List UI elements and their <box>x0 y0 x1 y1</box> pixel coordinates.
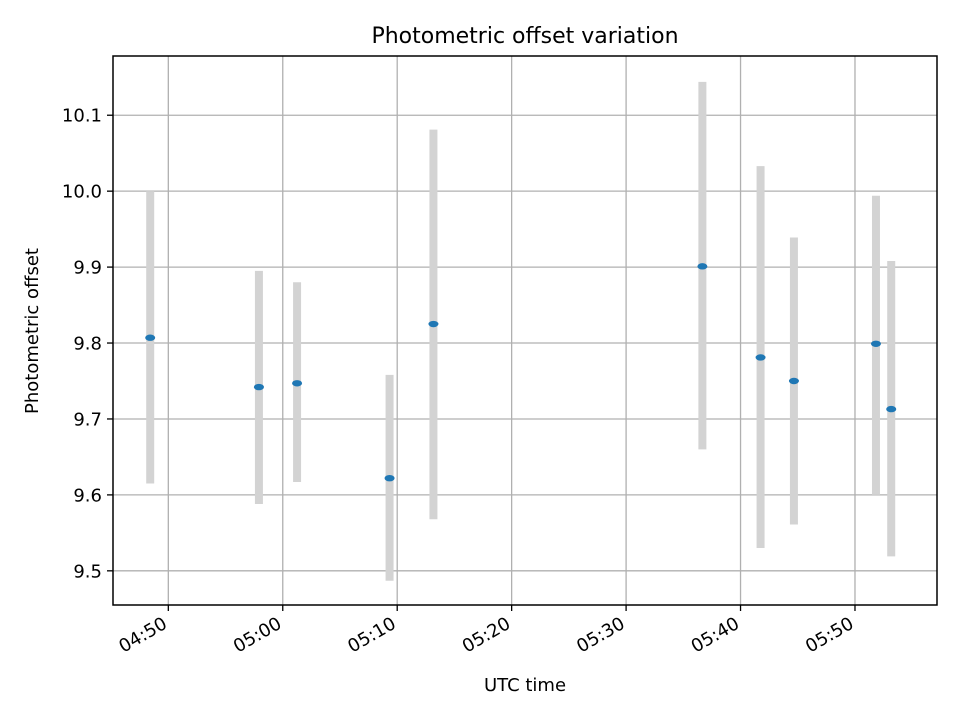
data-point <box>292 380 303 387</box>
y-tick-label: 10.0 <box>62 182 102 203</box>
x-axis-label: UTC time <box>484 675 566 696</box>
plot-frame <box>112 55 938 606</box>
data-point <box>886 405 897 413</box>
chart-title: Photometric offset variation <box>371 24 678 49</box>
data-point <box>384 474 395 482</box>
data-point <box>253 383 264 391</box>
y-tick-label: 9.7 <box>73 409 102 430</box>
data-point <box>755 354 766 361</box>
grid-lines <box>113 56 937 605</box>
data-point <box>145 334 156 341</box>
y-tick-label: 9.8 <box>73 334 102 355</box>
data-points <box>145 263 897 482</box>
y-axis-label: Photometric offset <box>22 248 43 414</box>
data-point <box>788 377 799 385</box>
y-tick-label: 10.1 <box>62 106 102 127</box>
y-tick-label: 9.6 <box>73 485 102 506</box>
y-tick-label: 9.9 <box>73 258 102 279</box>
data-point <box>697 263 708 270</box>
y-tick-label: 9.5 <box>73 561 102 582</box>
data-point <box>428 320 439 328</box>
data-point <box>870 340 881 347</box>
y-axis-ticks: 9.5 9.6 9.7 9.8 9.9 10.0 10.1 <box>62 106 113 582</box>
